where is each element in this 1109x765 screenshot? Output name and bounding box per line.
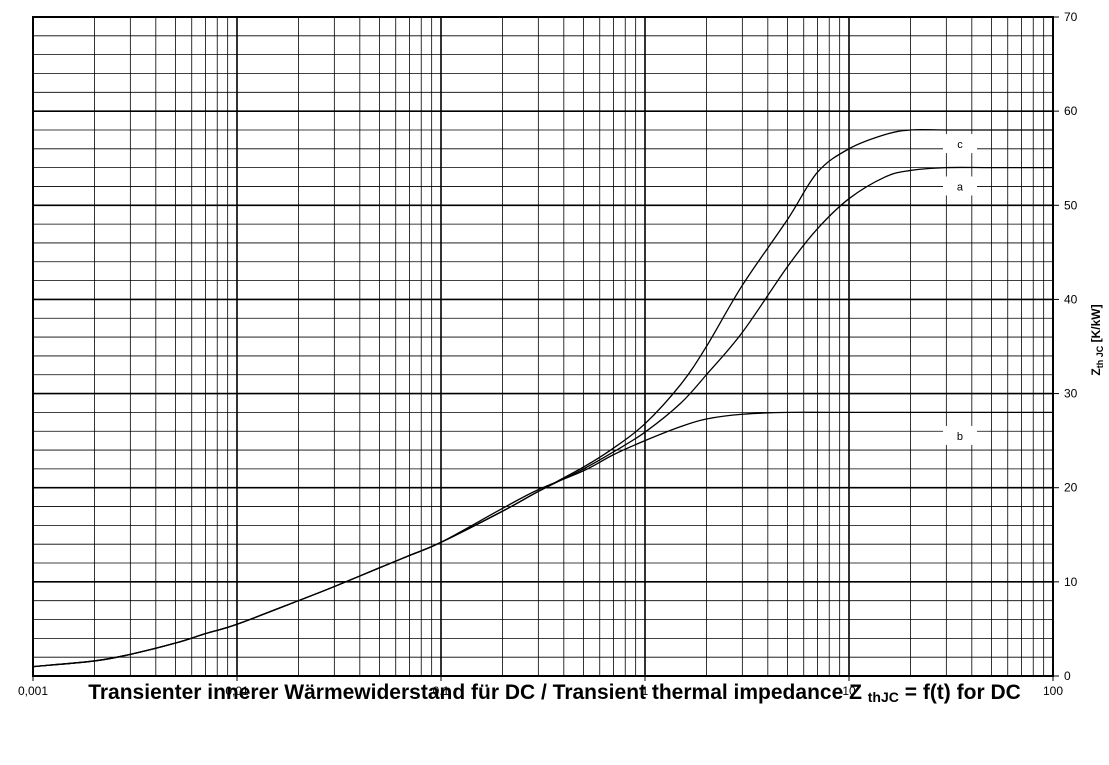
series-line-a [33,167,1053,666]
y-tick-label: 50 [1064,198,1078,212]
y-axis-label-sub: th JC [1095,345,1105,368]
chart-title-main: Transienter innerer Wärmewiderstand für … [88,681,862,704]
series-tag-a: a [943,176,977,195]
chart-title: Transienter innerer Wärmewiderstand für … [0,680,1109,710]
y-axis-label-unit: [K/kW] [1089,304,1103,345]
y-tick-label: 60 [1064,104,1078,118]
series-tag-b: b [943,426,977,445]
major-grid [33,17,1053,676]
y-tick-label: 10 [1064,575,1078,589]
minor-grid [33,17,1053,676]
series-tag-label: b [957,431,963,443]
y-tick-label: 70 [1064,10,1078,24]
plot-frame [33,17,1053,676]
series-tag-label: c [957,139,963,151]
chart-title-end: = f(t) for DC [899,681,1021,704]
series-tag-c: c [943,134,977,153]
y-axis-label: Zth JC [K/kW] [1089,304,1105,375]
series-lines [33,130,1053,667]
y-tick-label: 30 [1064,387,1078,401]
y-tick-label: 40 [1064,292,1078,306]
series-line-c [33,130,1053,667]
chart-title-subscript: thJC [868,689,899,705]
y-tick-label: 20 [1064,481,1078,495]
y-axis-label-base: Z [1089,368,1103,375]
series-tag-label: a [957,181,964,193]
